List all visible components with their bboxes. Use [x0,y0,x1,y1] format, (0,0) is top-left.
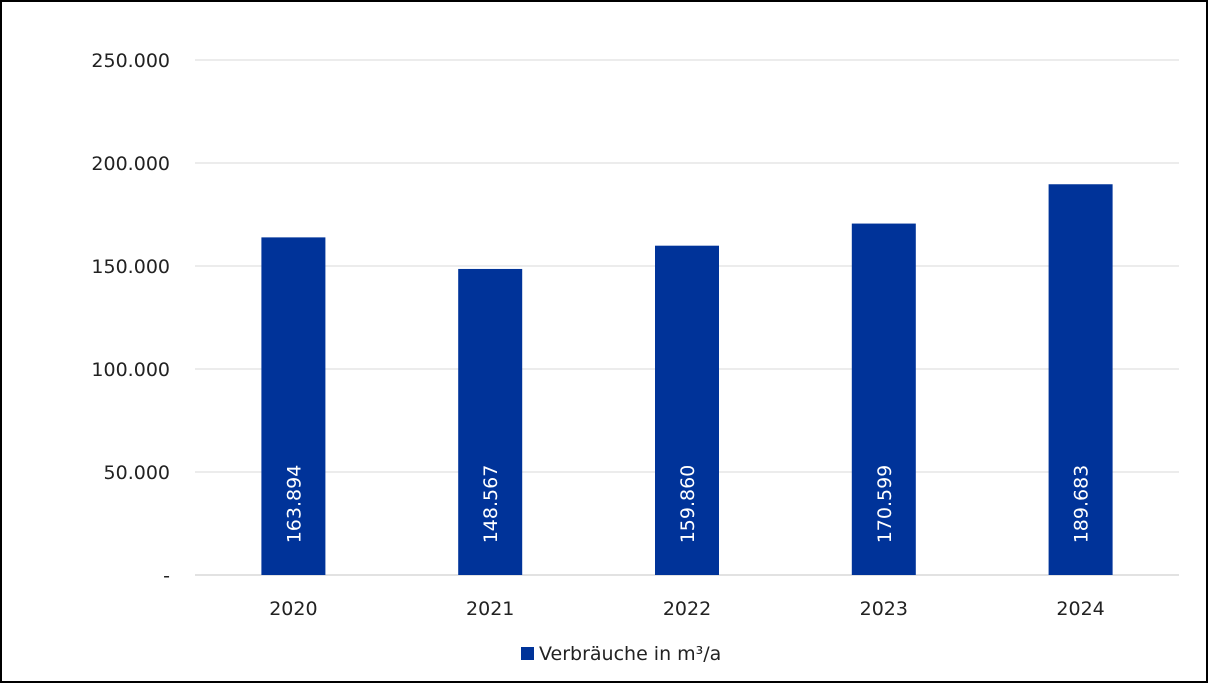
y-axis-tick-labels: - 50.000 100.000 150.000 200.000 250.000 [91,50,170,587]
x-tick-label: 2023 [860,598,908,620]
data-labels: 163.894 148.567 159.860 170.599 189.683 [283,465,1092,544]
x-tick-label: 2021 [466,598,514,620]
x-tick-label: 2024 [1056,598,1104,620]
y-tick-label: 50.000 [104,462,170,484]
y-tick-label: - [163,565,170,587]
bar [655,245,719,575]
y-tick-label: 150.000 [91,256,170,278]
y-tick-label: 100.000 [91,359,170,381]
y-tick-label: 250.000 [91,50,170,72]
bar [1048,184,1113,575]
bar [851,223,916,576]
bar [458,268,523,575]
x-tick-label: 2020 [269,598,317,620]
bars [261,184,1113,576]
data-label: 163.894 [283,465,305,544]
bar [261,237,326,575]
data-label: 148.567 [480,465,502,544]
legend: Verbräuche in m³/a [521,643,721,665]
y-tick-label: 200.000 [91,153,170,175]
legend-swatch [521,647,534,660]
x-tick-label: 2022 [663,598,711,620]
x-axis-tick-labels: 2020 2021 2022 2023 2024 [269,598,1105,620]
data-label: 159.860 [677,465,699,544]
data-label: 170.599 [874,465,896,544]
data-label: 189.683 [1071,465,1093,544]
legend-label: Verbräuche in m³/a [539,643,721,665]
